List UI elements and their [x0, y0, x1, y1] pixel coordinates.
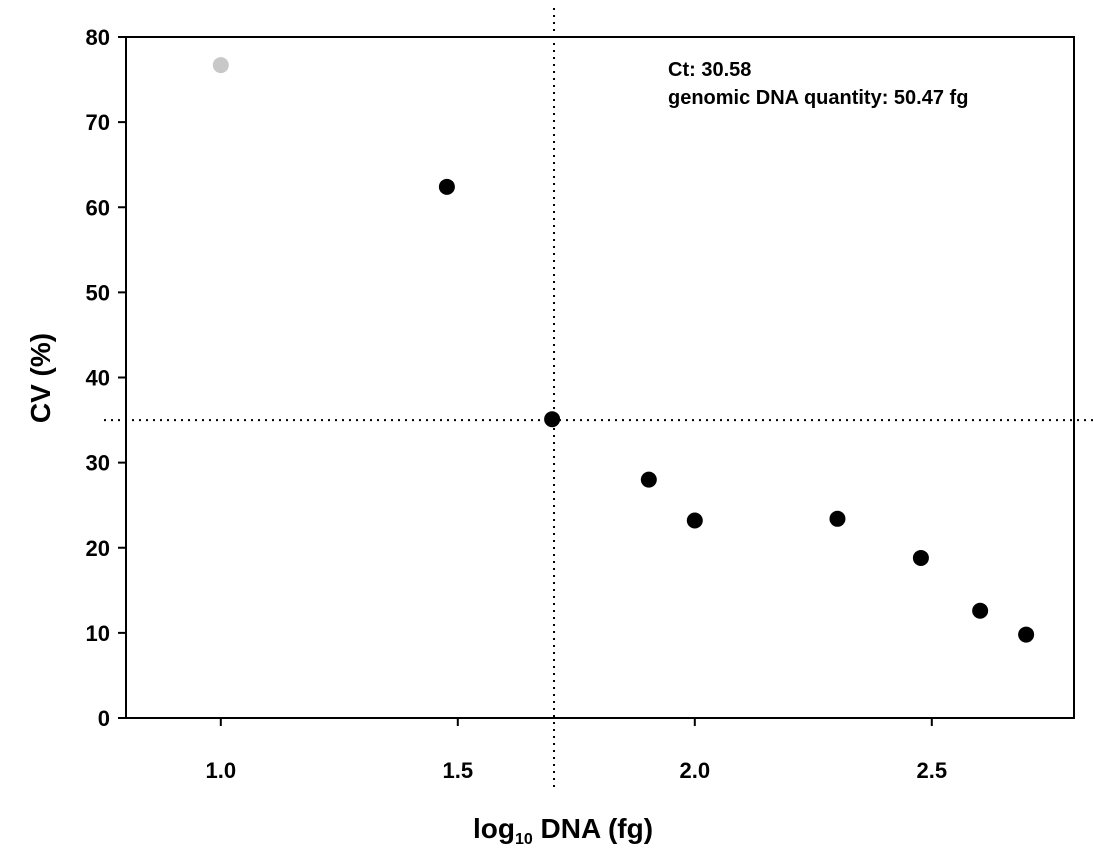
x-tick-label: 1.0 — [206, 758, 237, 783]
y-tick-label: 10 — [86, 621, 110, 646]
reference-lines — [104, 8, 1093, 792]
annotation-block: Ct: 30.58 genomic DNA quantity: 50.47 fg — [668, 59, 968, 109]
x-axis-title-main: log — [473, 813, 515, 844]
data-point — [829, 510, 846, 527]
annotation-line: genomic DNA quantity: 50.47 fg — [668, 87, 968, 109]
data-point — [640, 471, 657, 488]
x-axis-title-subscript: 10 — [515, 831, 533, 848]
y-tick-label: 40 — [86, 366, 110, 391]
annotation-line: Ct: 30.58 — [668, 59, 751, 81]
x-axis: 1.0 1.5 2.0 2.5 — [206, 718, 948, 783]
plot-frame — [125, 36, 1075, 719]
y-tick-label: 30 — [86, 451, 110, 476]
y-axis: 0 10 20 30 40 50 60 70 80 — [86, 25, 126, 731]
y-tick-label: 60 — [86, 195, 110, 220]
data-point — [544, 411, 561, 428]
data-points — [212, 57, 1035, 643]
x-tick-label: 1.5 — [443, 758, 474, 783]
data-point — [438, 178, 455, 195]
data-point — [686, 512, 703, 529]
data-point — [1018, 626, 1035, 643]
data-point — [972, 602, 989, 619]
data-point — [212, 57, 229, 74]
x-axis-title: log10 DNA (fg) — [473, 813, 653, 848]
y-tick-label: 0 — [98, 706, 110, 731]
x-axis-title-rest: DNA (fg) — [533, 813, 653, 844]
y-axis-title: CV (%) — [25, 333, 56, 423]
y-tick-label: 50 — [86, 280, 110, 305]
x-tick-label: 2.5 — [917, 758, 948, 783]
y-tick-label: 80 — [86, 25, 110, 50]
y-tick-label: 70 — [86, 110, 110, 135]
x-tick-label: 2.0 — [680, 758, 711, 783]
y-tick-label: 20 — [86, 536, 110, 561]
data-point — [912, 549, 929, 566]
